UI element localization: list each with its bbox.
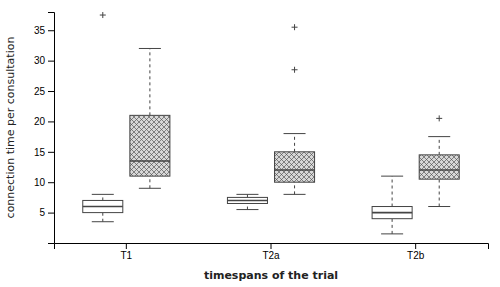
- upper-whisker: [294, 134, 295, 152]
- x-tick-mark: [415, 243, 416, 249]
- chart: 5 10 15 20 25 30 35 T1 T2a T2b timespans of the tr…: [0, 0, 500, 287]
- upper-cap: [139, 48, 161, 49]
- upper-whisker: [439, 137, 440, 155]
- y-tick-mark: [48, 61, 54, 62]
- y-tick-mark: [48, 152, 54, 153]
- x-axis: T1 T2a T2b: [55, 243, 489, 261]
- lower-whisker: [439, 179, 440, 206]
- median: [419, 169, 459, 171]
- lower-cap: [284, 194, 306, 195]
- y-tick-label: 30: [34, 55, 46, 66]
- median: [372, 212, 412, 214]
- median: [227, 200, 267, 202]
- flier: [292, 24, 298, 30]
- x-tick-label: T2a: [262, 250, 280, 261]
- upper-cap: [284, 133, 306, 134]
- y-tick: 10: [34, 177, 54, 188]
- lower-cap: [381, 233, 403, 234]
- lower-cap: [428, 206, 450, 207]
- box-series: [130, 24, 459, 206]
- box: [83, 12, 123, 222]
- median: [83, 206, 123, 208]
- box-body: [83, 200, 123, 212]
- box: [372, 176, 412, 234]
- flier: [436, 115, 442, 121]
- y-tick-label: 5: [39, 207, 45, 218]
- box-series: [83, 12, 412, 234]
- box: [130, 48, 170, 188]
- y-tick: 30: [34, 55, 54, 66]
- median: [275, 169, 315, 171]
- y-tick-label: 10: [34, 177, 46, 188]
- y-tick-label: 35: [34, 25, 46, 36]
- box: [275, 24, 315, 194]
- x-tick: T1: [120, 243, 132, 261]
- axis-line: [48, 13, 55, 244]
- axis-line: [55, 244, 489, 250]
- box-body: [372, 207, 412, 219]
- y-tick-mark: [48, 213, 54, 214]
- plot: 5 10 15 20 25 30 35 T1 T2a T2b: [34, 12, 489, 261]
- y-axis-title: connection time per consultation: [4, 37, 17, 219]
- y-tick-label: 25: [34, 86, 46, 97]
- flier: [292, 67, 298, 73]
- lower-cap: [139, 188, 161, 189]
- flier: [100, 12, 106, 18]
- lower-whisker: [102, 213, 103, 222]
- lower-whisker: [247, 203, 248, 209]
- upper-cap: [381, 176, 403, 177]
- x-tick-label: T1: [120, 250, 132, 261]
- upper-whisker: [149, 48, 150, 115]
- lower-whisker: [149, 176, 150, 188]
- lower-cap: [92, 221, 114, 222]
- x-tick-mark: [271, 243, 272, 249]
- y-tick-mark: [48, 91, 54, 92]
- boxes: [83, 12, 459, 234]
- x-tick: T2b: [407, 243, 425, 261]
- y-tick-mark: [48, 182, 54, 183]
- y-tick: 15: [34, 147, 54, 158]
- y-axis: 5 10 15 20 25 30 35: [34, 13, 55, 244]
- box: [227, 194, 267, 209]
- lower-whisker: [294, 182, 295, 194]
- y-tick: 35: [34, 25, 54, 36]
- upper-cap: [428, 136, 450, 137]
- y-tick: 25: [34, 86, 54, 97]
- lower-whisker: [392, 219, 393, 234]
- box-body: [130, 115, 170, 176]
- y-tick-mark: [48, 30, 54, 31]
- y-tick-label: 20: [34, 116, 46, 127]
- upper-cap: [92, 194, 114, 195]
- y-tick: 5: [39, 207, 54, 218]
- x-tick-mark: [126, 243, 127, 249]
- upper-cap: [236, 194, 258, 195]
- box: [419, 115, 459, 206]
- x-tick: T2a: [262, 243, 280, 261]
- upper-whisker: [102, 194, 103, 200]
- box-body: [227, 197, 267, 203]
- box-body: [419, 155, 459, 179]
- x-tick-label: T2b: [407, 250, 425, 261]
- median: [130, 160, 170, 162]
- x-axis-title: timespans of the trial: [204, 269, 338, 282]
- y-tick-mark: [48, 121, 54, 122]
- box-body: [275, 152, 315, 182]
- y-tick: 20: [34, 116, 54, 127]
- lower-cap: [236, 209, 258, 210]
- upper-whisker: [392, 176, 393, 206]
- y-tick-label: 15: [34, 147, 46, 158]
